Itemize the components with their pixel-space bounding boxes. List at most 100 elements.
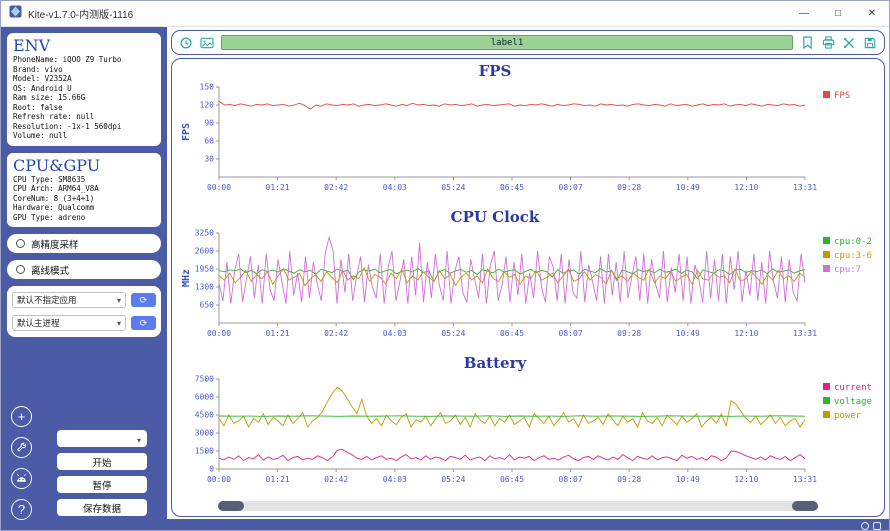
- android-device-button[interactable]: [11, 468, 32, 489]
- chevron-down-icon: [117, 295, 121, 305]
- svg-text:09:28: 09:28: [617, 475, 641, 484]
- app-select[interactable]: 默认不指定应用: [12, 292, 126, 308]
- svg-text:08:07: 08:07: [559, 183, 583, 192]
- titlebar: Kite-v1.7.0-内测版-1116 — □ ✕: [1, 1, 889, 27]
- footer-badge-icon: [861, 522, 869, 530]
- cpu-clock-chart-title: CPU Clock: [175, 207, 815, 227]
- pause-button[interactable]: 暂停: [57, 476, 147, 493]
- history-icon[interactable]: [179, 36, 193, 50]
- cpu-gpu-card: CPU&GPU CPU Type: SM8635CPU Arch: ARM64_…: [7, 153, 161, 228]
- env-info-line: Volume: null: [13, 131, 155, 141]
- svg-text:3000: 3000: [195, 429, 214, 438]
- svg-text:0: 0: [209, 465, 214, 474]
- cpu-gpu-info-line: CPU Type: SM8635: [13, 175, 155, 185]
- save-data-button[interactable]: 保存数据: [57, 499, 147, 516]
- time-range-scrollbar[interactable]: [218, 501, 818, 511]
- svg-text:30: 30: [204, 155, 214, 164]
- minimize-button[interactable]: —: [787, 1, 821, 26]
- mode-select[interactable]: [57, 430, 147, 447]
- svg-text:1300: 1300: [195, 283, 214, 292]
- svg-text:150: 150: [200, 83, 215, 92]
- svg-text:04:03: 04:03: [383, 183, 407, 192]
- svg-text:05:24: 05:24: [441, 329, 465, 338]
- run-controls: 开始 暂停 保存数据: [57, 430, 147, 516]
- svg-text:12:10: 12:10: [734, 183, 758, 192]
- svg-text:09:28: 09:28: [617, 183, 641, 192]
- refresh-apps-button[interactable]: [131, 293, 156, 307]
- svg-text:12:10: 12:10: [734, 475, 758, 484]
- scissors-icon[interactable]: [842, 36, 856, 50]
- option-high-precision-sampling[interactable]: 高精度采样: [7, 234, 161, 253]
- svg-text:voltage: voltage: [834, 397, 872, 407]
- printer-icon[interactable]: [821, 36, 835, 50]
- chevron-down-icon: [117, 318, 121, 328]
- svg-text:cpu:3-6: cpu:3-6: [834, 251, 872, 261]
- svg-text:05:24: 05:24: [441, 183, 465, 192]
- svg-text:4500: 4500: [195, 411, 214, 420]
- svg-text:04:03: 04:03: [383, 475, 407, 484]
- close-button[interactable]: ✕: [855, 1, 889, 26]
- fps-chart-title: FPS: [175, 61, 815, 81]
- svg-text:10:49: 10:49: [676, 183, 700, 192]
- bookmark-icon[interactable]: [800, 36, 814, 50]
- svg-text:MHz: MHz: [181, 269, 192, 287]
- svg-text:06:45: 06:45: [500, 183, 524, 192]
- cpu-gpu-info-line: CoreNum: 8 (3+4+1): [13, 194, 155, 204]
- refresh-process-button[interactable]: [131, 316, 156, 330]
- footer-badge-icon: [873, 522, 881, 530]
- svg-text:13:31: 13:31: [793, 183, 817, 192]
- radio-icon: [16, 265, 25, 274]
- settings-wrench-button[interactable]: [11, 437, 32, 458]
- svg-text:FPS: FPS: [834, 91, 850, 101]
- svg-text:06:45: 06:45: [500, 329, 524, 338]
- status-strip: [167, 519, 889, 531]
- save-icon[interactable]: [863, 36, 877, 50]
- env-info-line: Brand: vivo: [13, 65, 155, 75]
- svg-text:00:00: 00:00: [207, 329, 231, 338]
- cpu-gpu-info-lines: CPU Type: SM8635CPU Arch: ARM64_V8ACoreN…: [13, 175, 155, 223]
- main-area: label1 FPS 30609012015000:0001:2102:4204: [167, 27, 889, 531]
- cpu-gpu-info-line: CPU Arch: ARM64_V8A: [13, 184, 155, 194]
- svg-text:7500: 7500: [195, 375, 214, 384]
- env-info-line: OS: Android U: [13, 84, 155, 94]
- svg-text:02:42: 02:42: [324, 183, 348, 192]
- chevron-down-icon: [137, 430, 141, 448]
- target-select-card: 默认不指定应用 默认主进程: [7, 286, 161, 337]
- add-button[interactable]: +: [11, 406, 32, 427]
- battery-chart-canvas: 01500300045006000750000:0001:2102:4204:0…: [175, 373, 881, 501]
- svg-text:04:03: 04:03: [383, 329, 407, 338]
- battery-chart-title: Battery: [175, 353, 815, 373]
- env-info-line: Ram size: 15.66G: [13, 93, 155, 103]
- svg-text:08:07: 08:07: [559, 475, 583, 484]
- svg-text:08:07: 08:07: [559, 329, 583, 338]
- env-info-line: Refresh rate: null: [13, 112, 155, 122]
- help-button[interactable]: ?: [11, 499, 32, 520]
- env-info-line: Model: V2352A: [13, 74, 155, 84]
- svg-text:FPS: FPS: [181, 123, 192, 141]
- option-offline-mode[interactable]: 离线模式: [7, 260, 161, 279]
- svg-text:cpu:0-2: cpu:0-2: [834, 237, 872, 247]
- svg-text:02:42: 02:42: [324, 475, 348, 484]
- chart-toolbar: label1: [171, 30, 885, 55]
- env-info-line: Resolution: -1x-1 560dpi: [13, 122, 155, 132]
- app-icon: [9, 5, 22, 23]
- start-button[interactable]: 开始: [57, 453, 147, 470]
- svg-text:cpu:7: cpu:7: [834, 265, 861, 275]
- maximize-button[interactable]: □: [821, 1, 855, 26]
- svg-text:09:28: 09:28: [617, 329, 641, 338]
- app-window: Kite-v1.7.0-内测版-1116 — □ ✕ ENV PhoneName…: [0, 0, 890, 531]
- svg-text:2600: 2600: [195, 247, 214, 256]
- svg-text:06:45: 06:45: [500, 475, 524, 484]
- process-select[interactable]: 默认主进程: [12, 315, 126, 331]
- svg-text:01:21: 01:21: [266, 183, 290, 192]
- svg-text:1500: 1500: [195, 447, 214, 456]
- range-handle-right[interactable]: [792, 501, 818, 511]
- svg-text:90: 90: [204, 119, 214, 128]
- svg-text:00:00: 00:00: [207, 183, 231, 192]
- sidebar-tool-icons: + ?: [11, 406, 32, 520]
- range-handle-left[interactable]: [218, 501, 244, 511]
- svg-text:120: 120: [200, 101, 215, 110]
- screenshot-image-icon[interactable]: [200, 36, 214, 50]
- fps-chart-canvas: 30609012015000:0001:2102:4204:0305:2406:…: [175, 81, 881, 209]
- svg-text:6000: 6000: [195, 393, 214, 402]
